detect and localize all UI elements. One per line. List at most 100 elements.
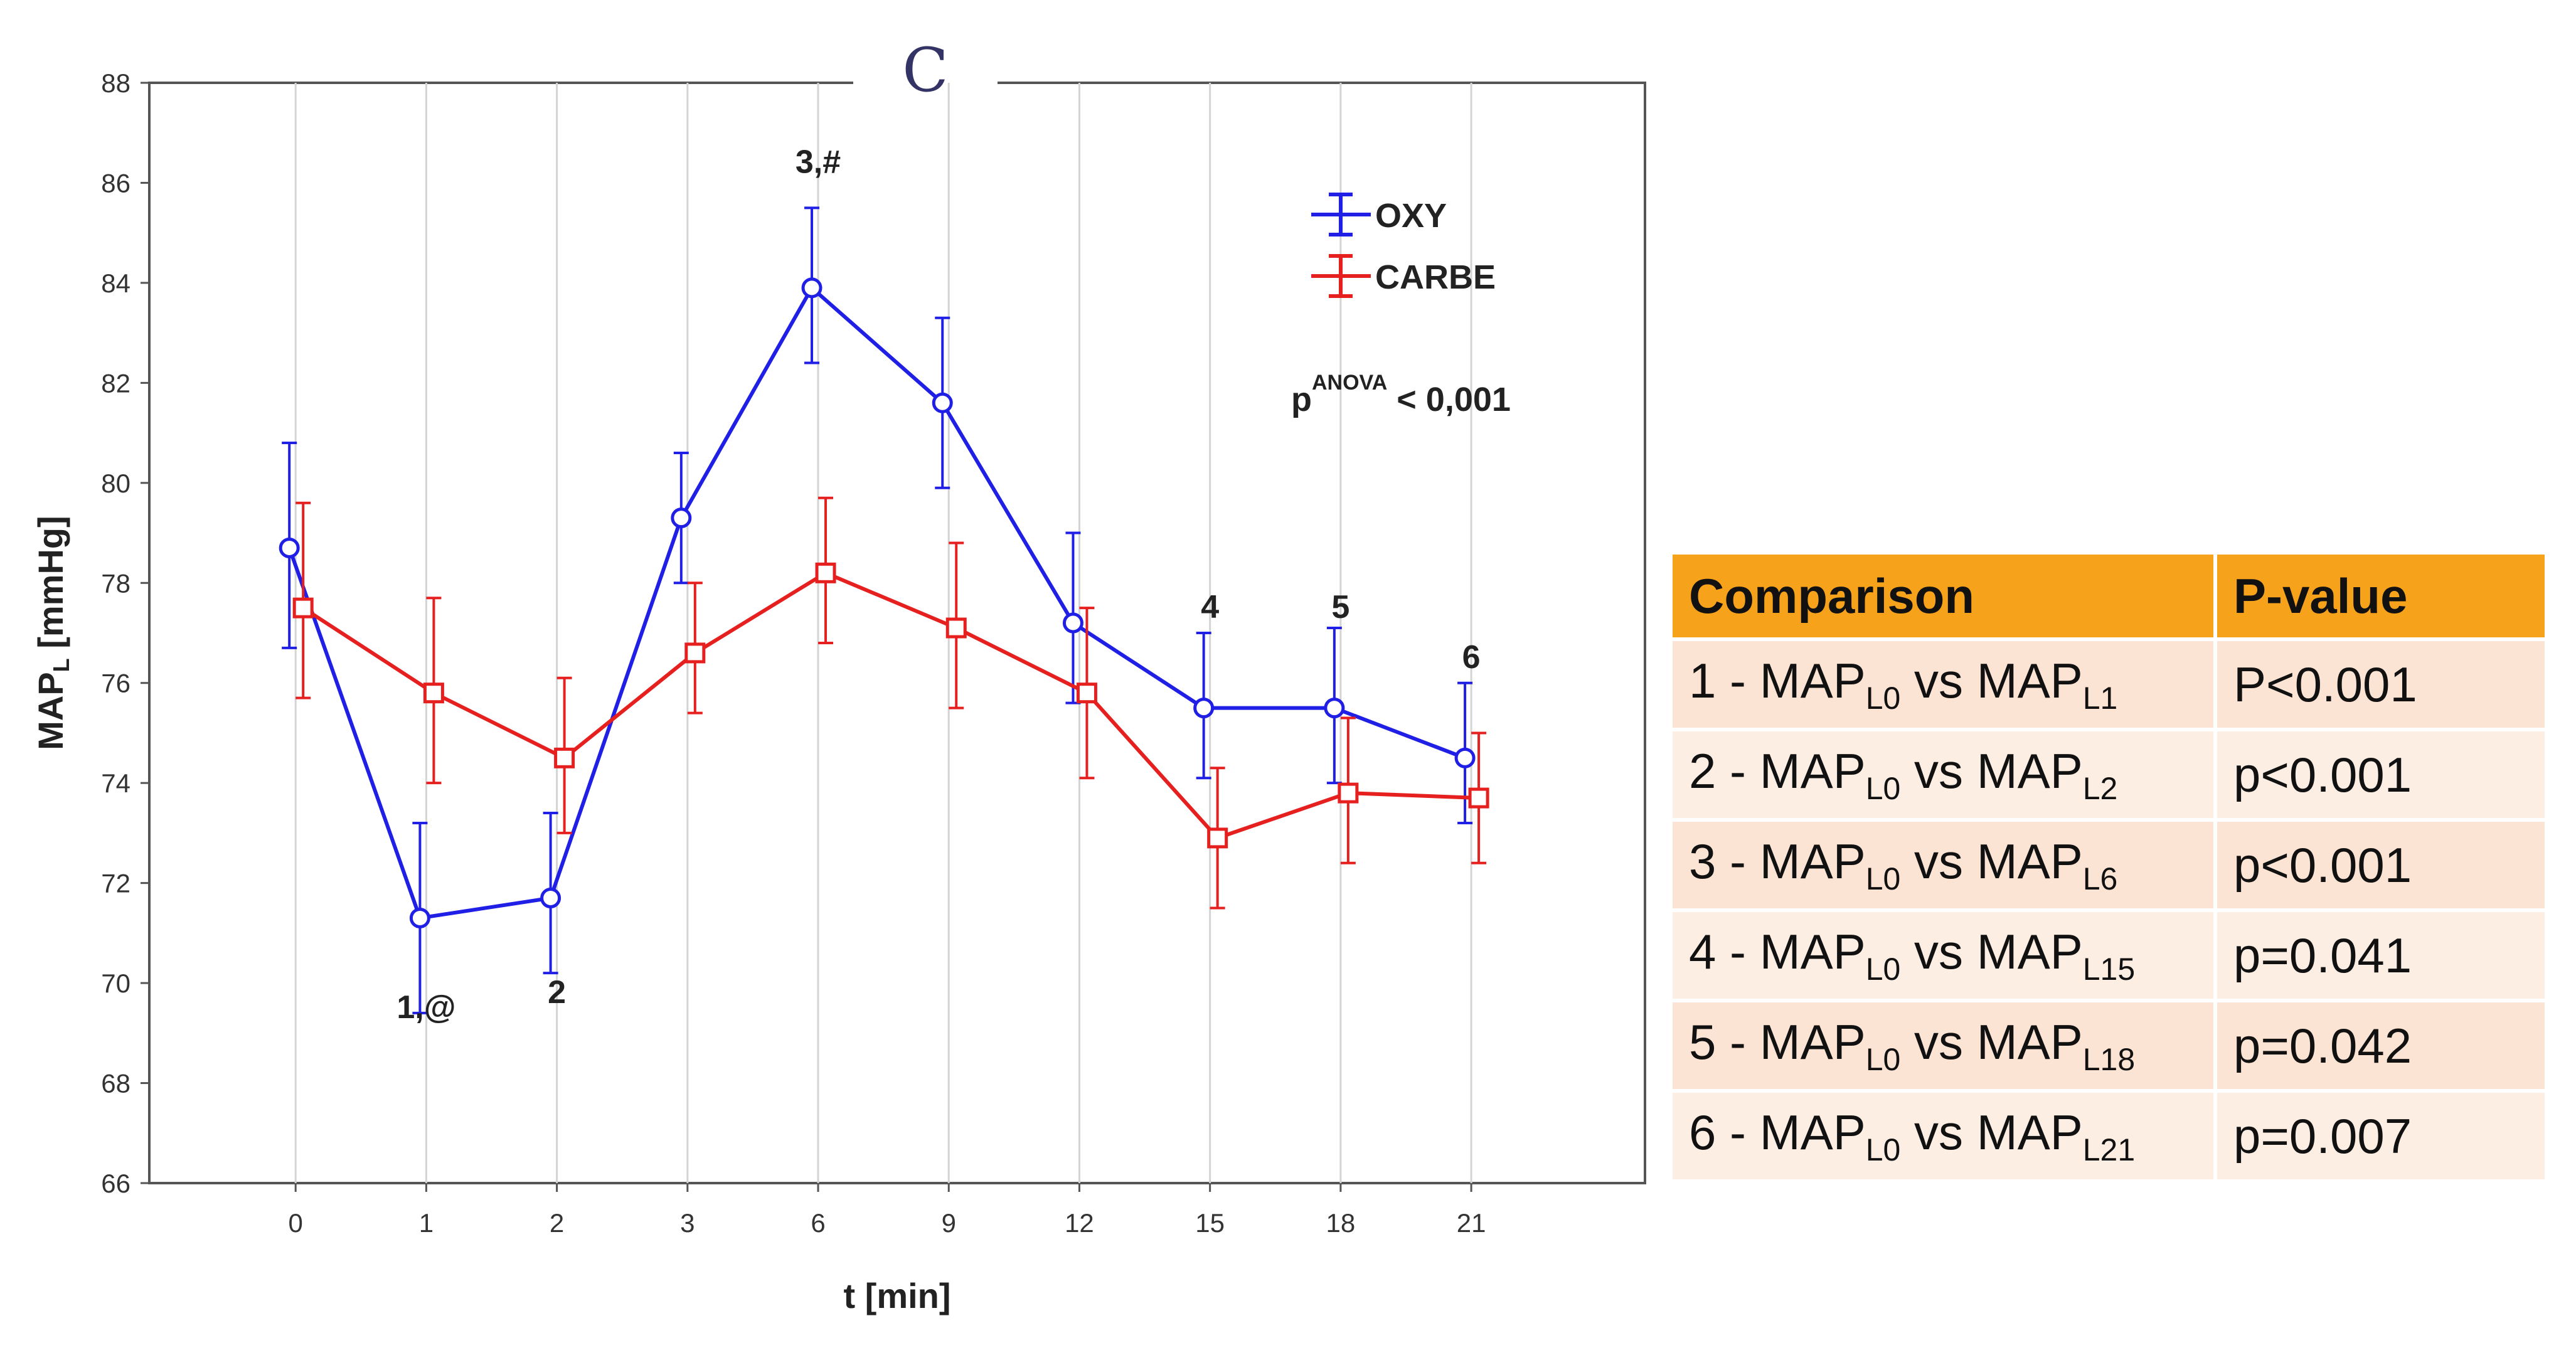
y-tick-label: 66 [101,1169,130,1198]
header-comparison: Comparison [1673,555,2213,637]
significance-annotation: 2 [548,974,566,1011]
p-value-cell: P<0.001 [2217,641,2545,728]
legend-carbe-label: CARBE [1375,258,1496,296]
x-tick-label: 6 [811,1208,825,1238]
comparison-lhs: MAP [1759,834,1866,889]
series-carbe-line [302,570,1479,841]
comparison-rhs-sub: L2 [2082,771,2118,806]
comparison-rhs: MAP [1976,743,2083,799]
data-point-oxy [1454,747,1476,768]
comparison-lhs-sub: L0 [1865,1042,1901,1077]
data-point-oxy [1324,698,1345,719]
y-tick-label: 76 [101,669,130,698]
comparison-cell: 1 - MAPL0 vs MAPL1 [1673,641,2213,728]
y-tick-label: 88 [101,68,130,98]
comparison-lhs: MAP [1759,1105,1866,1160]
comparison-lhs-sub: L0 [1865,771,1901,806]
comparison-number: 3 [1689,834,1716,889]
data-point-oxy [801,277,822,299]
p-value-cell: p=0.042 [2217,1002,2545,1089]
comparison-vs: vs [1914,743,1964,799]
data-point-carbe [554,747,575,768]
y-tick-label: 84 [101,268,130,298]
x-tick-label: 3 [680,1208,695,1238]
comparison-vs: vs [1914,924,1964,979]
comparison-rhs-sub: L15 [2082,952,2136,987]
comparison-rhs: MAP [1976,924,2083,979]
data-point-carbe [1338,782,1359,804]
data-point-oxy [1193,698,1215,719]
p-value-cell: p<0.001 [2217,822,2545,908]
y-tick-label: 68 [101,1069,130,1098]
data-point-carbe [684,642,706,664]
anova-p: p [1291,381,1312,418]
table-header-row: Comparison P-value [1673,555,2545,637]
comparison-rhs: MAP [1976,834,2083,889]
comparison-cell: 2 - MAPL0 vs MAPL2 [1673,731,2213,818]
table-row: 3 - MAPL0 vs MAPL6 p<0.001 [1673,822,2545,908]
comparison-vs: vs [1914,1105,1964,1160]
comparison-rhs: MAP [1976,1105,2083,1160]
significance-annotation: 4 [1201,589,1219,625]
significance-annotation: 1,@ [397,989,455,1026]
anova-threshold: < 0,001 [1387,381,1511,418]
x-tick-label: 9 [942,1208,956,1238]
data-point-oxy [540,888,562,909]
panel-letter-backdrop [853,38,998,138]
x-axis-label: t [min] [843,1276,950,1315]
x-tick-label: 21 [1457,1208,1486,1238]
comparison-lhs: MAP [1759,743,1866,799]
comparison-vs: vs [1914,834,1964,889]
series-oxy-line [287,285,1466,920]
data-point-oxy [671,507,692,529]
comparison-rhs: MAP [1976,653,2083,708]
table-row: 5 - MAPL0 vs MAPL18 p=0.042 [1673,1002,2545,1089]
comparison-rhs: MAP [1976,1014,2083,1070]
comparison-rhs-sub: L18 [2082,1042,2136,1077]
header-p-value: P-value [2217,555,2545,637]
comparison-rhs-sub: L1 [2082,681,2118,716]
x-tick-label: 12 [1065,1208,1094,1238]
comparison-number: 5 [1689,1014,1716,1070]
y-axis-label: MAPL [mmHg] [31,516,74,750]
comparison-vs: vs [1914,1014,1964,1070]
comparison-number: 4 [1689,924,1716,979]
table-row: 4 - MAPL0 vs MAPL15 p=0.041 [1673,912,2545,999]
table-row: 2 - MAPL0 vs MAPL2 p<0.001 [1673,731,2545,818]
y-axis-label-sub: L [48,658,74,672]
comparison-cell: 4 - MAPL0 vs MAPL15 [1673,912,2213,999]
significance-annotation: 6 [1462,639,1481,676]
data-point-oxy [932,392,953,413]
comparison-lhs: MAP [1759,924,1866,979]
panel-letter: C [902,35,948,105]
y-tick-label: 78 [101,568,130,598]
significance-annotation: 5 [1331,589,1349,625]
data-point-carbe [423,683,444,704]
comparison-lhs-sub: L0 [1865,1132,1901,1167]
series-carbe [292,496,1489,910]
p-value-cell: p=0.041 [2217,912,2545,999]
data-point-carbe [945,617,967,639]
comparison-number: 2 [1689,743,1716,799]
y-axis-label-main: MAP [31,672,70,750]
y-tick-label: 86 [101,168,130,198]
comparison-lhs: MAP [1759,1014,1866,1070]
x-tick-label: 18 [1326,1208,1356,1238]
comparison-lhs: MAP [1759,653,1866,708]
plot-frame [148,82,1646,1184]
comparison-vs: vs [1914,653,1964,708]
comparison-number: 1 [1689,653,1716,708]
anova-sup: ANOVA [1312,371,1387,395]
p-value-cell: p<0.001 [2217,731,2545,818]
comparison-lhs-sub: L0 [1865,952,1901,987]
data-point-oxy [279,537,300,558]
data-point-carbe [815,562,836,583]
y-tick-label: 72 [101,869,130,898]
legend-oxy-label: OXY [1375,197,1447,235]
data-point-carbe [1207,827,1228,849]
y-axis-label-unit: [mmHg] [31,516,70,658]
comparison-rhs-sub: L21 [2082,1132,2136,1167]
data-point-oxy [1062,612,1083,634]
x-tick-label: 1 [419,1208,434,1238]
comparison-lhs-sub: L0 [1865,681,1901,716]
